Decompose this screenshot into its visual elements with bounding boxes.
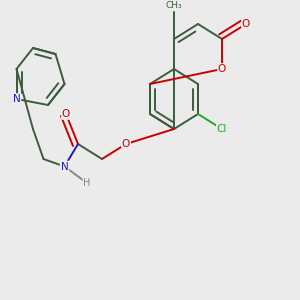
Text: Cl: Cl (217, 124, 227, 134)
Text: H: H (83, 178, 91, 188)
Text: O: O (62, 109, 70, 119)
Text: CH₃: CH₃ (166, 2, 182, 10)
Text: O: O (122, 139, 130, 149)
Text: O: O (218, 64, 226, 74)
Text: O: O (242, 19, 250, 29)
Text: N: N (13, 94, 20, 104)
Text: N: N (61, 161, 68, 172)
